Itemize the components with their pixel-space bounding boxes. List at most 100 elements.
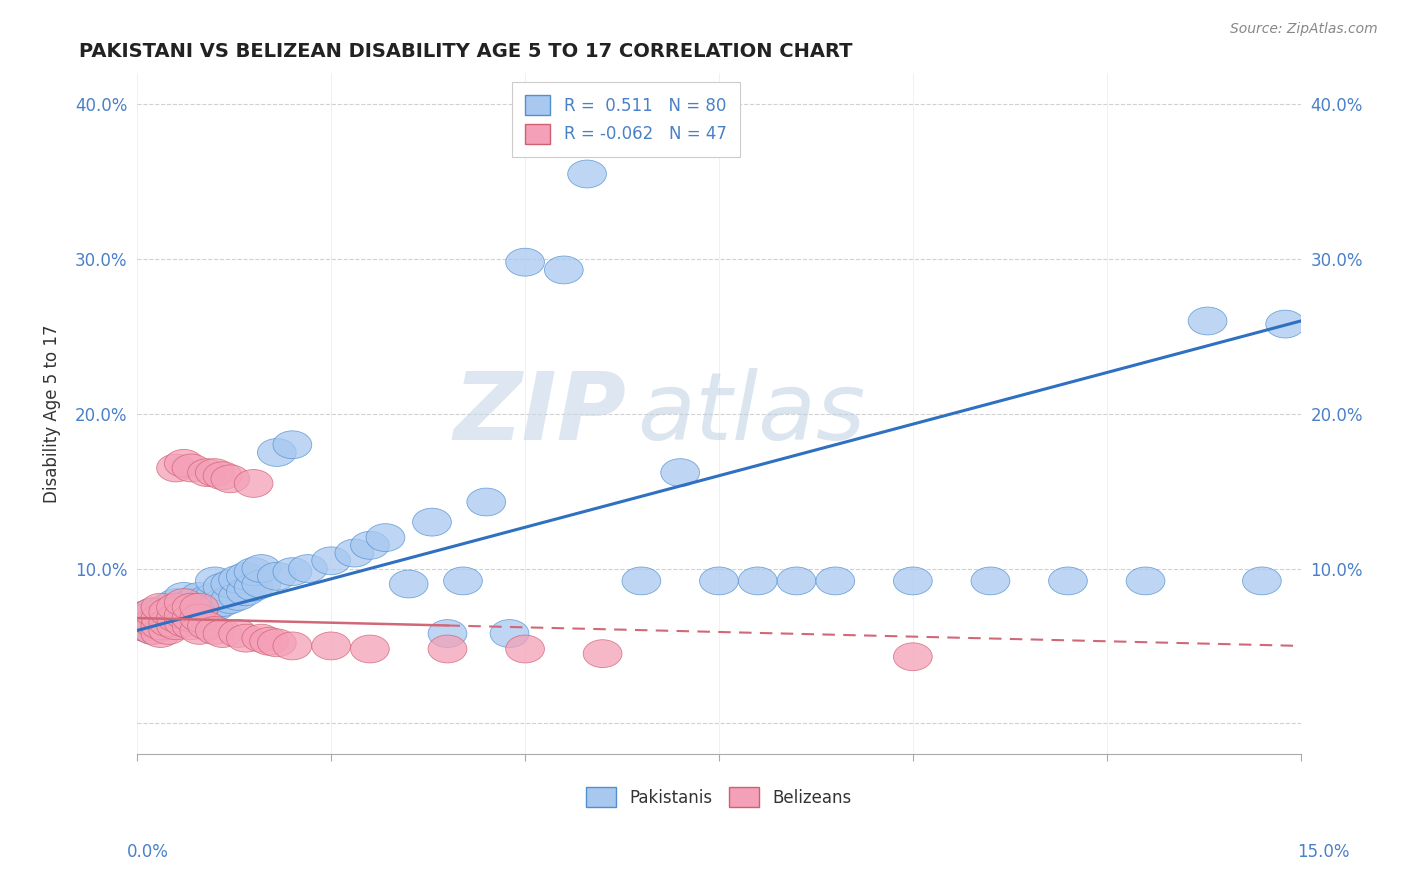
Y-axis label: Disability Age 5 to 17: Disability Age 5 to 17 <box>44 325 60 503</box>
Ellipse shape <box>972 567 1010 595</box>
Ellipse shape <box>172 604 211 632</box>
Ellipse shape <box>156 604 195 632</box>
Ellipse shape <box>491 620 529 648</box>
Ellipse shape <box>125 604 165 632</box>
Ellipse shape <box>350 635 389 663</box>
Ellipse shape <box>427 635 467 663</box>
Ellipse shape <box>778 567 815 595</box>
Ellipse shape <box>172 589 211 616</box>
Ellipse shape <box>180 601 219 629</box>
Ellipse shape <box>141 598 180 626</box>
Ellipse shape <box>156 593 195 621</box>
Ellipse shape <box>156 608 195 637</box>
Ellipse shape <box>250 627 288 656</box>
Ellipse shape <box>273 632 312 660</box>
Ellipse shape <box>257 439 297 467</box>
Ellipse shape <box>893 567 932 595</box>
Ellipse shape <box>134 616 172 644</box>
Ellipse shape <box>273 558 312 585</box>
Ellipse shape <box>366 524 405 551</box>
Ellipse shape <box>180 616 219 644</box>
Ellipse shape <box>180 593 219 621</box>
Ellipse shape <box>350 532 389 559</box>
Ellipse shape <box>235 558 273 585</box>
Ellipse shape <box>187 612 226 640</box>
Ellipse shape <box>134 598 172 626</box>
Ellipse shape <box>506 248 544 277</box>
Ellipse shape <box>893 643 932 671</box>
Ellipse shape <box>195 567 235 595</box>
Ellipse shape <box>141 604 180 632</box>
Ellipse shape <box>165 601 202 629</box>
Ellipse shape <box>815 567 855 595</box>
Ellipse shape <box>165 582 202 610</box>
Text: ZIP: ZIP <box>453 368 626 459</box>
Ellipse shape <box>149 616 187 644</box>
Ellipse shape <box>226 562 266 591</box>
Ellipse shape <box>149 612 187 640</box>
Ellipse shape <box>156 454 195 482</box>
Ellipse shape <box>125 614 165 641</box>
Ellipse shape <box>195 616 235 644</box>
Ellipse shape <box>141 608 180 637</box>
Ellipse shape <box>544 256 583 284</box>
Ellipse shape <box>219 582 257 610</box>
Ellipse shape <box>125 608 165 637</box>
Ellipse shape <box>226 578 266 606</box>
Ellipse shape <box>134 612 172 640</box>
Ellipse shape <box>235 469 273 498</box>
Ellipse shape <box>125 614 165 641</box>
Text: Source: ZipAtlas.com: Source: ZipAtlas.com <box>1230 22 1378 37</box>
Ellipse shape <box>180 582 219 610</box>
Ellipse shape <box>1126 567 1166 595</box>
Legend: Pakistanis, Belizeans: Pakistanis, Belizeans <box>579 780 859 814</box>
Ellipse shape <box>165 593 202 621</box>
Ellipse shape <box>211 570 250 598</box>
Ellipse shape <box>257 562 297 591</box>
Ellipse shape <box>219 566 257 593</box>
Ellipse shape <box>202 589 242 616</box>
Ellipse shape <box>506 635 544 663</box>
Ellipse shape <box>621 567 661 595</box>
Ellipse shape <box>312 632 350 660</box>
Ellipse shape <box>141 620 180 648</box>
Ellipse shape <box>141 614 180 641</box>
Ellipse shape <box>427 620 467 648</box>
Ellipse shape <box>165 589 202 616</box>
Ellipse shape <box>180 593 219 621</box>
Ellipse shape <box>149 608 187 637</box>
Ellipse shape <box>1265 310 1305 338</box>
Ellipse shape <box>335 539 374 567</box>
Ellipse shape <box>202 462 242 490</box>
Ellipse shape <box>661 458 700 486</box>
Ellipse shape <box>156 598 195 626</box>
Ellipse shape <box>211 465 250 492</box>
Ellipse shape <box>288 555 328 582</box>
Ellipse shape <box>444 567 482 595</box>
Ellipse shape <box>134 598 172 626</box>
Ellipse shape <box>165 450 202 477</box>
Ellipse shape <box>202 620 242 648</box>
Ellipse shape <box>134 616 172 644</box>
Ellipse shape <box>1188 307 1227 334</box>
Ellipse shape <box>149 598 187 626</box>
Ellipse shape <box>125 604 165 632</box>
Ellipse shape <box>187 598 226 626</box>
Ellipse shape <box>172 612 211 640</box>
Ellipse shape <box>1243 567 1281 595</box>
Ellipse shape <box>219 620 257 648</box>
Ellipse shape <box>738 567 778 595</box>
Ellipse shape <box>165 608 202 637</box>
Ellipse shape <box>412 508 451 536</box>
Text: atlas: atlas <box>637 368 866 459</box>
Ellipse shape <box>187 585 226 614</box>
Ellipse shape <box>273 431 312 458</box>
Ellipse shape <box>242 570 281 598</box>
Ellipse shape <box>195 458 235 486</box>
Ellipse shape <box>156 589 195 616</box>
Ellipse shape <box>187 458 226 486</box>
Ellipse shape <box>226 624 266 652</box>
Ellipse shape <box>467 488 506 516</box>
Ellipse shape <box>134 608 172 637</box>
Ellipse shape <box>172 454 211 482</box>
